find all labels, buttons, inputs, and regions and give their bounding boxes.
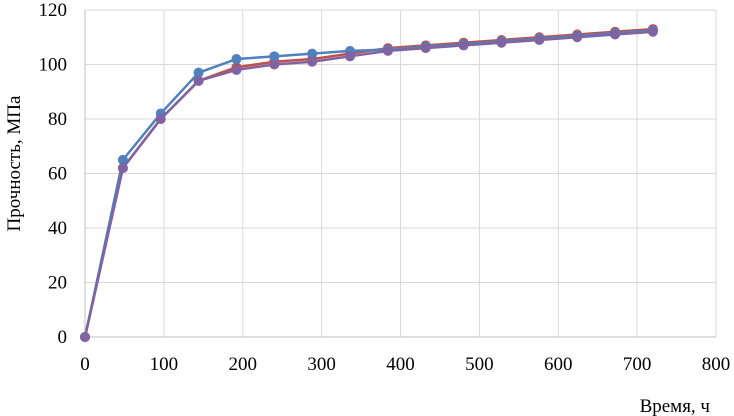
data-point xyxy=(647,26,658,37)
x-tick-label: 400 xyxy=(386,354,415,375)
y-tick-label: 100 xyxy=(39,55,68,76)
x-tick-label: 100 xyxy=(150,354,179,375)
y-tick-label: 60 xyxy=(48,164,67,185)
y-tick-label: 0 xyxy=(58,327,68,348)
data-point xyxy=(193,67,204,78)
data-point xyxy=(610,29,621,40)
data-point xyxy=(307,48,318,59)
data-point xyxy=(307,56,318,67)
data-point xyxy=(382,45,393,56)
y-tick-label: 40 xyxy=(48,218,67,239)
x-tick-label: 800 xyxy=(702,354,731,375)
grid xyxy=(85,9,717,337)
series-layer xyxy=(80,24,658,342)
x-tick-label: 700 xyxy=(623,354,652,375)
x-tick-label: 200 xyxy=(229,354,258,375)
series-2 xyxy=(80,25,658,342)
y-tick-label: 20 xyxy=(48,273,67,294)
data-point xyxy=(155,114,166,124)
series-line xyxy=(83,27,653,338)
y-tick-label: 80 xyxy=(48,109,67,130)
data-point xyxy=(80,332,90,342)
x-tick-label: 600 xyxy=(544,354,573,375)
series-line xyxy=(83,30,653,338)
data-point xyxy=(420,43,431,54)
data-point xyxy=(231,54,242,65)
x-axis-title: Время, ч xyxy=(640,396,711,416)
data-point xyxy=(193,75,204,86)
x-tick-label: 300 xyxy=(307,354,336,375)
data-point xyxy=(572,32,583,43)
tick-labels: 0 20 40 60 80 100 120 0 100 200 300 400 500 600 700 800 xyxy=(39,0,731,375)
data-point xyxy=(117,154,128,165)
x-tick-label: 0 xyxy=(80,354,90,375)
data-point xyxy=(231,64,242,75)
series-1 xyxy=(80,24,658,342)
series-line xyxy=(83,29,653,338)
data-point xyxy=(345,51,356,62)
data-point xyxy=(458,40,469,51)
data-point xyxy=(496,37,507,48)
data-point xyxy=(117,163,128,174)
axes xyxy=(84,10,716,338)
data-point xyxy=(269,51,280,62)
data-point xyxy=(534,34,545,45)
x-tick-label: 500 xyxy=(465,354,494,375)
y-axis-title: Прочность, МПа xyxy=(4,95,25,231)
y-tick-label: 120 xyxy=(39,0,68,21)
series-3 xyxy=(80,26,658,342)
data-point xyxy=(269,59,280,70)
